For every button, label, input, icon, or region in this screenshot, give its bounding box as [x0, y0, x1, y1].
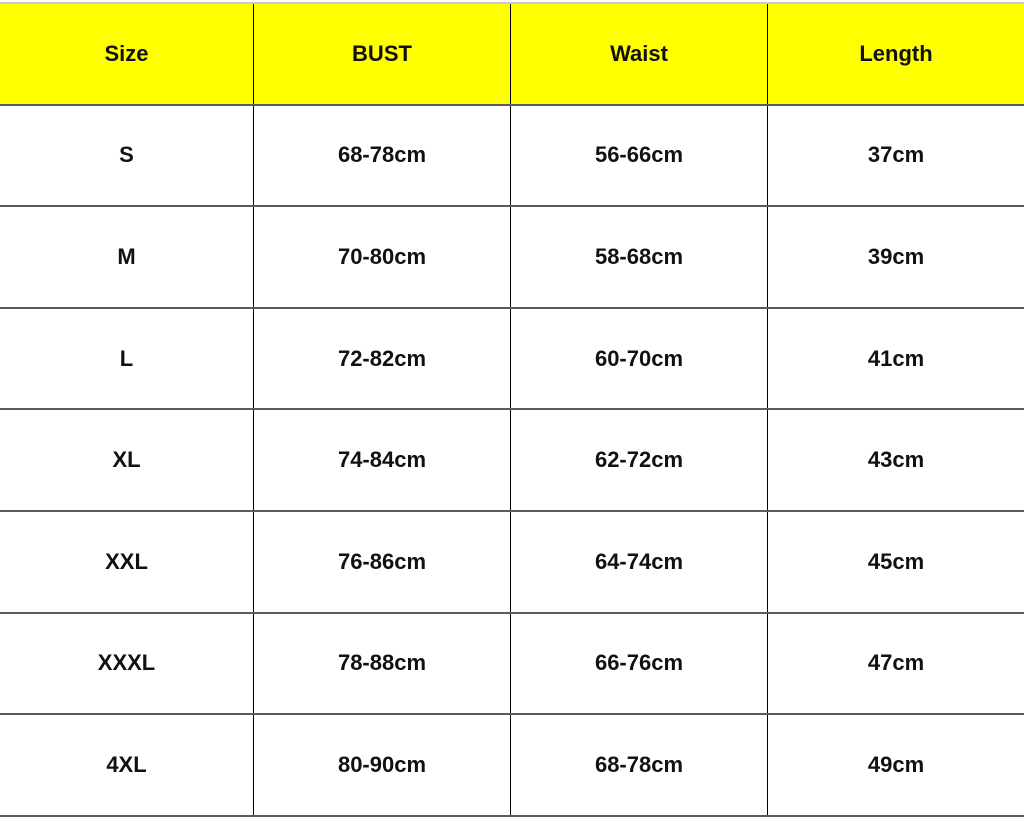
table-row: XXXL 78-88cm 66-76cm 47cm	[0, 613, 1024, 716]
table-header-row: Size BUST Waist Length	[0, 4, 1024, 106]
header-cell: BUST	[254, 4, 511, 104]
header-cell: Waist	[511, 4, 768, 104]
header-cell: Size	[0, 4, 254, 104]
table-cell: 43cm	[867, 447, 925, 473]
table-cell: 70-80cm	[254, 207, 511, 307]
table-cell: 39cm	[867, 243, 925, 269]
table-row: 4XL 80-90cm 68-78cm 49cm	[0, 715, 1024, 817]
table-cell: 37cm	[867, 142, 925, 168]
table-row: L 72-82cm 60-70cm 41cm	[0, 308, 1024, 411]
table-cell: XXL	[0, 511, 254, 612]
table-cell: 45cm	[867, 548, 925, 574]
table-row: S 68-78cm 56-66cm 37cm	[0, 105, 1024, 208]
table-cell: 4XL	[0, 715, 254, 815]
table-cell: 78-88cm	[254, 613, 511, 714]
table-cell: 72-82cm	[254, 308, 511, 409]
table-cell: 56-66cm	[511, 105, 768, 206]
table-cell: 60-70cm	[511, 308, 768, 409]
table-cell: 66-76cm	[511, 613, 768, 714]
table-row: XXL 76-86cm 64-74cm 45cm	[0, 511, 1024, 614]
table-cell: M	[0, 207, 254, 307]
table-row: XL 74-84cm 62-72cm 43cm	[0, 410, 1024, 512]
table-cell: 68-78cm	[511, 715, 768, 815]
table-cell: XXXL	[0, 613, 254, 714]
table-cell: 64-74cm	[511, 511, 768, 612]
table-cell: 76-86cm	[254, 511, 511, 612]
table-cell: 47cm	[867, 650, 925, 676]
table-row: M 70-80cm 58-68cm 39cm	[0, 207, 1024, 309]
table-cell: XL	[0, 410, 254, 510]
table-cell: 68-78cm	[254, 105, 511, 206]
table-cell: 80-90cm	[254, 715, 511, 815]
table-cell: 74-84cm	[254, 410, 511, 510]
table-cell: 58-68cm	[511, 207, 768, 307]
table-cell: S	[0, 105, 254, 206]
table-cell: 41cm	[867, 345, 925, 371]
table-cell: 49cm	[867, 751, 925, 777]
header-cell: Length	[859, 40, 933, 66]
table-cell: L	[0, 308, 254, 409]
table-cell: 62-72cm	[511, 410, 768, 510]
